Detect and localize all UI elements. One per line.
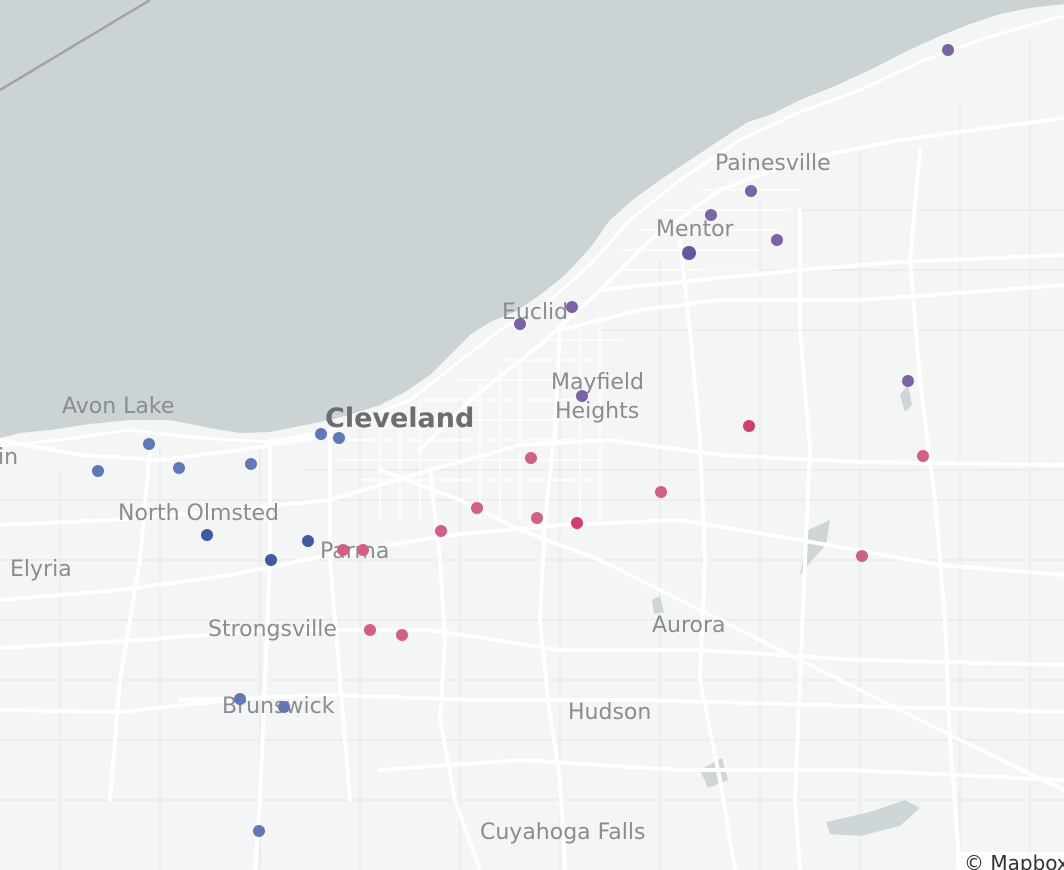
map-marker[interactable] bbox=[531, 512, 543, 524]
map-marker[interactable] bbox=[435, 525, 447, 537]
map-marker[interactable] bbox=[566, 301, 578, 313]
map-marker[interactable] bbox=[364, 624, 376, 636]
map-marker[interactable] bbox=[92, 465, 104, 477]
place-label: Mayfield bbox=[551, 370, 644, 395]
place-label: Hudson bbox=[568, 700, 651, 725]
place-label: Elyria bbox=[10, 557, 72, 582]
map-marker[interactable] bbox=[234, 693, 246, 705]
place-label: Painesville bbox=[715, 151, 831, 176]
place-label: in bbox=[0, 445, 18, 470]
place-label: Mentor bbox=[656, 217, 735, 242]
map-marker[interactable] bbox=[771, 234, 783, 246]
map-marker[interactable] bbox=[173, 462, 185, 474]
place-label: Cuyahoga Falls bbox=[480, 820, 645, 845]
map-attribution[interactable]: © Mapbox bbox=[956, 852, 1064, 870]
map-marker[interactable] bbox=[265, 554, 277, 566]
place-label: Parma bbox=[320, 539, 389, 564]
map-marker[interactable] bbox=[917, 450, 929, 462]
map-marker[interactable] bbox=[143, 438, 155, 450]
map-marker[interactable] bbox=[315, 428, 327, 440]
place-label: Cleveland bbox=[325, 403, 474, 434]
map-marker[interactable] bbox=[942, 44, 954, 56]
place-labels: Painesville Mentor Euclid Mayfield Heigh… bbox=[0, 151, 831, 845]
map-marker[interactable] bbox=[856, 550, 868, 562]
map-marker[interactable] bbox=[333, 432, 345, 444]
place-label: North Olmsted bbox=[118, 501, 279, 526]
major-roads bbox=[0, 116, 1064, 870]
place-label: Euclid bbox=[502, 300, 568, 325]
lake-erie bbox=[0, 0, 1064, 438]
map-marker[interactable] bbox=[245, 458, 257, 470]
map-marker[interactable] bbox=[705, 209, 717, 221]
boundary-line bbox=[0, 0, 151, 92]
map-marker[interactable] bbox=[525, 452, 537, 464]
map-marker[interactable] bbox=[253, 825, 265, 837]
map-marker[interactable] bbox=[471, 502, 483, 514]
map-marker[interactable] bbox=[743, 420, 755, 432]
place-label: Strongsville bbox=[208, 617, 337, 642]
map-marker[interactable] bbox=[357, 544, 369, 556]
map-marker[interactable] bbox=[396, 629, 408, 641]
place-label: Aurora bbox=[652, 613, 726, 638]
map-marker[interactable] bbox=[902, 375, 914, 387]
map-marker[interactable] bbox=[302, 535, 314, 547]
place-label: Heights bbox=[555, 399, 639, 424]
map-marker[interactable] bbox=[337, 544, 349, 556]
urban-grid bbox=[340, 189, 800, 520]
map-marker[interactable] bbox=[682, 246, 696, 260]
map-marker[interactable] bbox=[745, 185, 757, 197]
map-marker[interactable] bbox=[514, 318, 526, 330]
shoreline-road bbox=[0, 14, 1064, 448]
map-marker[interactable] bbox=[655, 486, 667, 498]
map-marker[interactable] bbox=[278, 701, 290, 713]
minor-roads bbox=[0, 40, 1064, 870]
map-marker[interactable] bbox=[571, 517, 583, 529]
map-marker[interactable] bbox=[201, 529, 213, 541]
markers bbox=[92, 44, 954, 837]
place-label: Avon Lake bbox=[62, 394, 174, 419]
map-marker[interactable] bbox=[576, 390, 588, 402]
